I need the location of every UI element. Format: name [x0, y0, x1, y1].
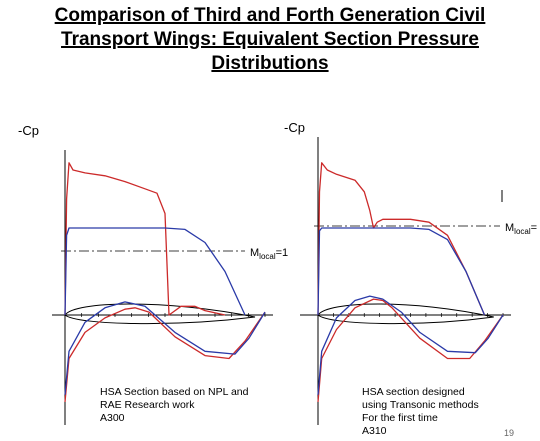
- mlocal-label: Mlocal=1: [250, 247, 288, 261]
- mlocal-label-sub: local: [514, 227, 531, 236]
- series-2-lower-curve: [317, 295, 504, 395]
- series-1-upper-curve: [64, 162, 226, 316]
- caption-line-2: RAE Research work: [100, 399, 195, 411]
- series-1-upper-curve: [317, 162, 486, 316]
- chart-caption: HSA section designed using Transonic meth…: [362, 386, 479, 437]
- caption-line-1: HSA Section based on NPL and: [100, 386, 249, 398]
- chart-caption: HSA Section based on NPL and RAE Research…: [100, 386, 249, 424]
- caption-line-3: For the first time: [362, 412, 438, 424]
- mlocal-label: Mlocal=: [505, 222, 537, 236]
- chart-panel-2: Mlocal= -Cp HSA section designed using Tran…: [284, 120, 537, 437]
- page-number: 19: [504, 428, 515, 438]
- mlocal-label-main: M: [250, 247, 259, 259]
- slide-title: Comparison of Third and Forth Generation…: [0, 4, 540, 76]
- title-line-1: Comparison of Third and Forth Generation…: [54, 5, 486, 26]
- mlocal-label-main: M: [505, 222, 514, 234]
- chart-panel-1: Mlocal=1 -Cp HSA Section based on NPL and R…: [18, 123, 288, 425]
- caption-line-4: A310: [362, 425, 387, 437]
- mlocal-label-suffix: =1: [276, 247, 289, 259]
- mlocal-label-sub: local: [259, 252, 276, 261]
- series-2-lower-curve: [64, 301, 266, 395]
- caption-line-2: using Transonic methods: [362, 399, 479, 411]
- caption-line-1: HSA section designed: [362, 386, 465, 398]
- series-1-lower-curve: [64, 307, 266, 403]
- airfoil-outline: [64, 303, 256, 325]
- airfoil-outline: [317, 303, 494, 325]
- series-2-upper-curve: [64, 227, 246, 316]
- caption-line-3: A300: [100, 412, 125, 424]
- title-line-2: Transport Wings: Equivalent Section Pres…: [61, 29, 479, 50]
- y-axis-label: -Cp: [18, 123, 39, 138]
- y-axis-label: -Cp: [284, 120, 305, 135]
- title-line-3: Distributions: [211, 53, 329, 74]
- mlocal-label-suffix: =: [531, 222, 537, 234]
- series-1-lower-curve: [317, 298, 504, 403]
- series-2-upper-curve: [317, 227, 486, 316]
